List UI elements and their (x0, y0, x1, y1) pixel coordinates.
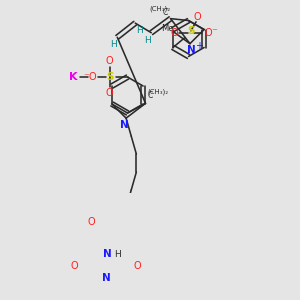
Text: (CH₃)₂: (CH₃)₂ (148, 88, 169, 95)
Text: O: O (194, 12, 201, 22)
Text: H: H (136, 26, 142, 35)
Text: N: N (103, 249, 112, 259)
Text: O: O (88, 72, 96, 82)
Text: +: + (195, 40, 203, 51)
Text: S: S (106, 72, 113, 82)
Text: O: O (106, 88, 113, 98)
Text: (CH₃)₂: (CH₃)₂ (149, 5, 170, 12)
Text: H: H (114, 250, 121, 259)
Text: O: O (170, 28, 178, 38)
Text: O: O (88, 217, 95, 227)
Text: C: C (148, 91, 153, 100)
Text: H: H (110, 40, 117, 50)
Text: N: N (187, 45, 196, 55)
Text: S: S (187, 26, 195, 36)
Text: O: O (71, 261, 79, 271)
Text: N: N (120, 119, 129, 130)
Text: H: H (144, 36, 151, 45)
Text: ⁻: ⁻ (83, 72, 89, 82)
Text: ⁻: ⁻ (211, 28, 217, 38)
Text: O: O (204, 28, 212, 38)
Text: K: K (69, 72, 77, 82)
Text: O: O (106, 56, 113, 66)
Text: Me: Me (161, 24, 174, 33)
Text: O: O (134, 261, 141, 271)
Text: N: N (102, 273, 111, 283)
Text: C: C (163, 8, 168, 17)
